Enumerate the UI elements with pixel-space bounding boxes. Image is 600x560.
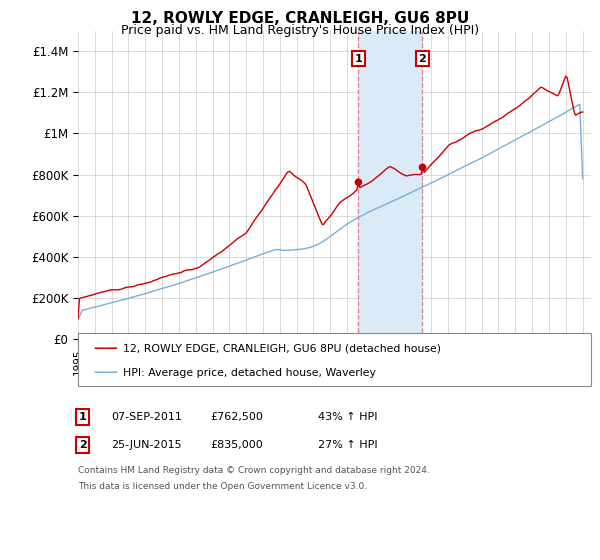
Text: ——: —— bbox=[93, 342, 118, 354]
Text: 07-SEP-2011: 07-SEP-2011 bbox=[111, 412, 182, 422]
Bar bbox=[358, 31, 422, 339]
Text: 1: 1 bbox=[355, 54, 362, 63]
Text: 1: 1 bbox=[79, 412, 86, 422]
Text: 12, ROWLY EDGE, CRANLEIGH, GU6 8PU: 12, ROWLY EDGE, CRANLEIGH, GU6 8PU bbox=[131, 11, 469, 26]
Text: £762,500: £762,500 bbox=[210, 412, 263, 422]
Text: 12, ROWLY EDGE, CRANLEIGH, GU6 8PU (detached house): 12, ROWLY EDGE, CRANLEIGH, GU6 8PU (deta… bbox=[123, 343, 441, 353]
Text: 25-JUN-2015: 25-JUN-2015 bbox=[111, 440, 182, 450]
Text: ——: —— bbox=[93, 366, 118, 379]
Text: £835,000: £835,000 bbox=[210, 440, 263, 450]
Text: 43% ↑ HPI: 43% ↑ HPI bbox=[318, 412, 377, 422]
Text: Price paid vs. HM Land Registry's House Price Index (HPI): Price paid vs. HM Land Registry's House … bbox=[121, 24, 479, 36]
Text: 27% ↑ HPI: 27% ↑ HPI bbox=[318, 440, 377, 450]
Text: 2: 2 bbox=[79, 440, 86, 450]
Text: 2: 2 bbox=[419, 54, 427, 63]
Point bbox=[353, 178, 363, 186]
Text: HPI: Average price, detached house, Waverley: HPI: Average price, detached house, Wave… bbox=[123, 367, 376, 377]
Text: Contains HM Land Registry data © Crown copyright and database right 2024.: Contains HM Land Registry data © Crown c… bbox=[78, 466, 430, 475]
Text: This data is licensed under the Open Government Licence v3.0.: This data is licensed under the Open Gov… bbox=[78, 482, 367, 491]
Point bbox=[418, 163, 427, 172]
